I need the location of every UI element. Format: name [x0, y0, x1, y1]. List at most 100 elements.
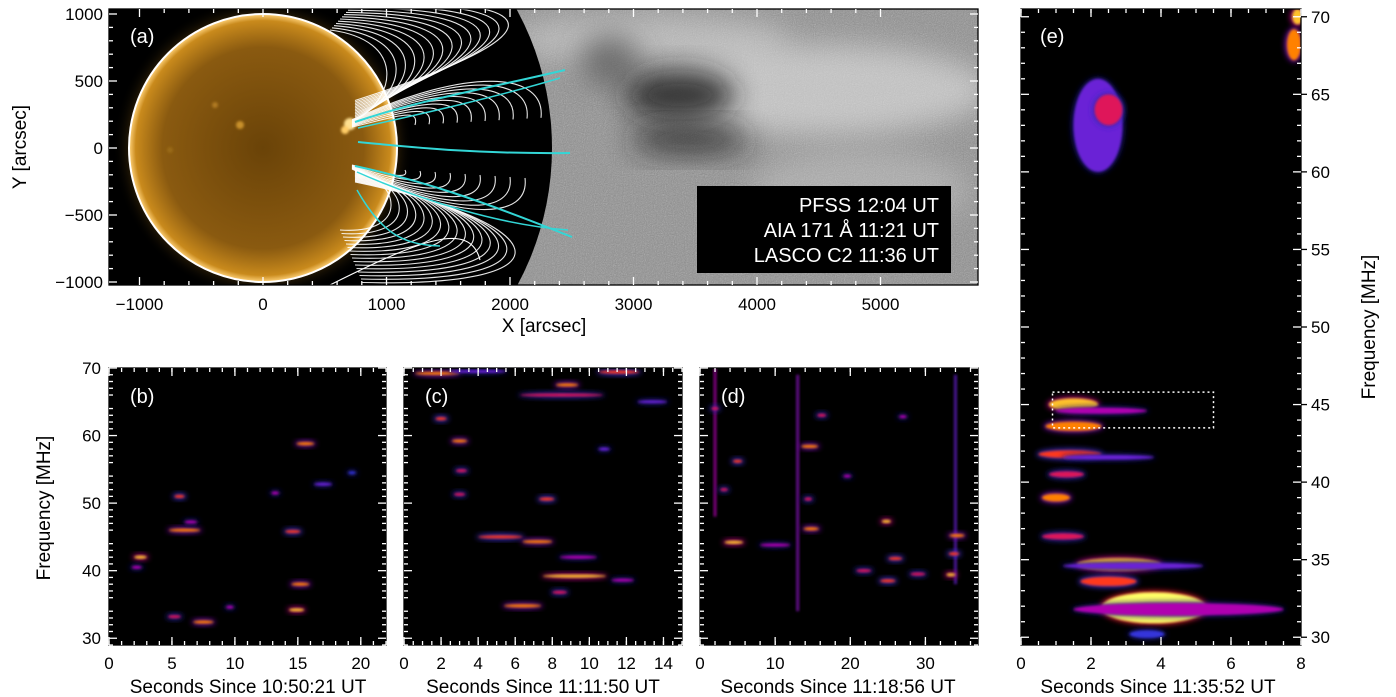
xtick-label: 14 [654, 654, 673, 673]
panel-b-label: (b) [130, 386, 154, 408]
radio-burst [856, 569, 871, 572]
radio-burst [456, 469, 467, 472]
panel-a-ylabel: Y [arcsec] [10, 105, 31, 189]
radio-burst [638, 400, 668, 403]
radio-burst [1095, 94, 1123, 125]
radio-burst [504, 604, 541, 607]
xtick-label: 4 [1156, 654, 1165, 673]
panel-a-xtick-label: 2000 [491, 295, 529, 314]
radio-burst [720, 488, 728, 491]
panel-a-xtick-label: 3000 [615, 295, 653, 314]
ytick-label: 60 [82, 427, 101, 446]
ytick-label: 50 [1311, 318, 1330, 337]
panel-a-xtick-label: 5000 [862, 295, 900, 314]
xtick-label: 0 [104, 654, 113, 673]
radio-burst [1287, 29, 1301, 60]
xtick-label: 20 [841, 654, 860, 673]
panel-c-label: (c) [425, 386, 448, 408]
ytick-label: 50 [82, 494, 101, 513]
radio-burst [297, 442, 315, 445]
xtick-label: 10 [580, 654, 599, 673]
ytick-label: 70 [1311, 8, 1330, 27]
radio-burst [132, 566, 142, 569]
radio-burst [1063, 563, 1203, 569]
radio-burst [271, 491, 279, 494]
panel-a-ytick-label: 500 [75, 72, 103, 91]
radio-burst [1074, 603, 1284, 615]
radio-burst [1081, 577, 1137, 586]
xtick-label: 0 [1016, 654, 1025, 673]
radio-burst [889, 557, 903, 560]
annotation-pfss: PFSS 12:04 UT [799, 195, 939, 217]
ytick-label: 40 [1311, 473, 1330, 492]
spectrogram-background [1021, 9, 1301, 645]
radio-burst [804, 498, 812, 501]
ytick-label: 65 [1311, 85, 1330, 104]
radio-burst [1063, 455, 1154, 460]
radio-burst [949, 552, 960, 555]
panel-e-ylabel: Frequency [MHz] [1359, 255, 1380, 400]
xtick-label: 20 [351, 654, 370, 673]
panel-a-xtick-label: 0 [258, 295, 267, 314]
radio-burst [185, 521, 198, 524]
radio-burst [804, 527, 819, 530]
xtick-label: 12 [617, 654, 636, 673]
radio-burst [348, 471, 356, 474]
radio-burst [169, 529, 200, 532]
panel-b: 0 5 10 15 20 70 60 50 40 30 [82, 359, 386, 673]
radio-burst [612, 579, 634, 582]
panel-e-label: (e) [1040, 26, 1064, 48]
panel-a-ytick-label: 1000 [65, 5, 103, 24]
ytick-label: 30 [1311, 628, 1330, 647]
panel-a-ytick-label: −1000 [55, 273, 103, 292]
spectrogram-streak [796, 375, 799, 611]
radio-burst [1049, 471, 1084, 477]
panel-e-xlabel: Seconds Since 11:35:52 UT [1040, 677, 1276, 697]
radio-burst [1042, 494, 1070, 502]
panel-a-xtick-label: 1000 [368, 295, 406, 314]
radio-burst [733, 460, 742, 463]
radio-burst [801, 445, 818, 448]
xtick-label: 10 [766, 654, 785, 673]
radio-burst [523, 540, 553, 543]
radio-burst [946, 573, 955, 576]
radio-burst [539, 498, 554, 501]
radio-burst [289, 608, 304, 611]
radio-burst [711, 407, 719, 410]
ytick-label: 35 [1311, 551, 1330, 570]
xtick-label: 6 [510, 654, 519, 673]
radio-burst [899, 415, 907, 418]
xtick-label: 4 [473, 654, 482, 673]
panel-a-ytick-label: −500 [65, 206, 103, 225]
xtick-label: 8 [548, 654, 557, 673]
panel-e: 0 2 4 6 8706560555045403530 [1016, 8, 1330, 674]
radio-burst [724, 541, 743, 544]
panel-a-xtick-label: 4000 [738, 295, 776, 314]
ytick-label: 40 [82, 562, 101, 581]
radio-burst [1074, 79, 1123, 172]
ytick-label: 45 [1311, 396, 1330, 415]
radio-burst [314, 483, 332, 486]
annotation-aia: AIA 171 Å 11:21 UT [764, 219, 939, 242]
radio-burst [478, 535, 522, 538]
radio-burst [168, 615, 181, 618]
radio-burst [1046, 422, 1102, 431]
ytick-label: 70 [82, 359, 101, 378]
panel-c: 0 2 4 6 8 10 12 14 [399, 368, 682, 673]
radio-burst [1042, 533, 1084, 539]
radio-burst [454, 493, 465, 496]
radio-burst [452, 439, 467, 442]
spectrogram-streak [714, 368, 717, 517]
panel-b-ylabel: Frequency [MHz] [34, 436, 55, 581]
xtick-label: 5 [167, 654, 176, 673]
radio-burst [817, 414, 826, 417]
radio-burst [882, 520, 891, 523]
xtick-label: 10 [225, 654, 244, 673]
panel-a-ytick-label: 0 [94, 139, 103, 158]
radio-burst [285, 530, 300, 533]
radio-burst [880, 579, 895, 582]
radio-burst [760, 543, 790, 546]
xtick-label: 15 [288, 654, 307, 673]
radio-burst [910, 573, 925, 576]
